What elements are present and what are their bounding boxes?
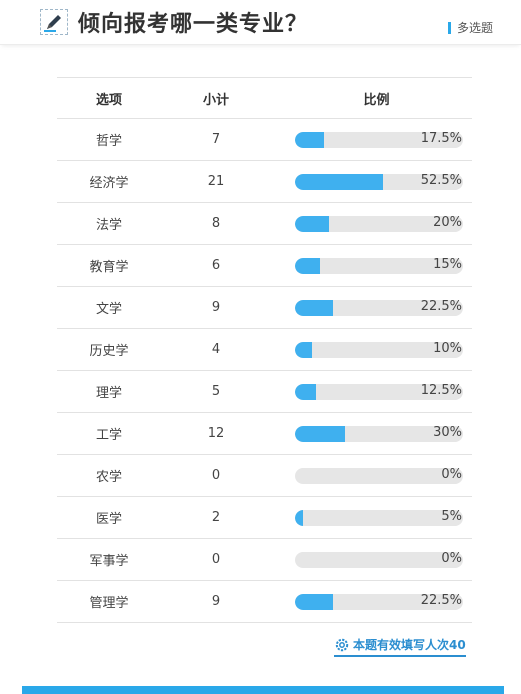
table-row: 哲学 7 17.5%	[57, 119, 472, 161]
ratio-percent: 52.5%	[420, 173, 462, 188]
ratio-percent: 12.5%	[420, 383, 462, 398]
ratio-bar-fill	[295, 300, 333, 316]
ratio-bar-fill	[295, 594, 333, 610]
question-header: 倾向报考哪一类专业？ 多选题	[0, 0, 521, 45]
gear-icon	[334, 637, 350, 653]
column-header-option: 选项	[95, 92, 122, 108]
option-count: 9	[211, 300, 221, 315]
ratio-bar-track	[295, 174, 463, 190]
column-header-ratio: 比例	[363, 92, 390, 108]
option-count: 2	[211, 510, 221, 525]
ratio-bar-fill	[295, 384, 316, 400]
ratio-bar-fill	[295, 174, 384, 190]
option-label: 法学	[95, 218, 122, 233]
ratio-bar-track	[295, 552, 463, 568]
ratio-bar-track	[295, 216, 463, 232]
option-label: 历史学	[89, 344, 129, 359]
ratio-bar-track	[295, 510, 463, 526]
ratio-percent: 0%	[441, 467, 462, 482]
option-count: 12	[207, 426, 225, 441]
ratio-bar-fill	[295, 258, 321, 274]
table-row: 医学 2 5%	[57, 497, 472, 539]
ratio-cell: 20%	[271, 203, 472, 244]
table-row: 教育学 6 15%	[57, 245, 472, 287]
option-label: 医学	[95, 512, 122, 527]
option-label: 经济学	[89, 176, 129, 191]
option-label: 文学	[95, 302, 122, 317]
ratio-cell: 22.5%	[271, 287, 472, 328]
ratio-percent: 22.5%	[420, 593, 462, 608]
pencil-icon	[40, 9, 68, 35]
option-label: 管理学	[89, 596, 129, 611]
ratio-percent: 0%	[441, 551, 462, 566]
ratio-bar-fill	[295, 132, 325, 148]
ratio-percent: 15%	[433, 257, 462, 272]
option-count: 7	[211, 132, 221, 147]
ratio-bar-track	[295, 342, 463, 358]
ratio-bar-track	[295, 384, 463, 400]
ratio-bar-fill	[295, 216, 329, 232]
table-row: 农学 0 0%	[57, 455, 472, 497]
option-count: 8	[211, 216, 221, 231]
table-body: 哲学 7 17.5% 经济学 21 52.5% 法学 8 20% 教育学 6 15% 文学 9 22.5% 历…	[57, 119, 472, 623]
option-count: 9	[211, 594, 221, 609]
ratio-cell: 17.5%	[271, 119, 472, 160]
ratio-cell: 12.5%	[271, 371, 472, 412]
option-label: 军事学	[89, 554, 129, 569]
valid-count-link[interactable]: 本题有效填写人次40	[334, 636, 466, 657]
ratio-percent: 20%	[433, 215, 462, 230]
option-count: 21	[207, 174, 225, 189]
valid-count-label: 本题有效填写人次40	[353, 638, 466, 652]
option-label: 教育学	[89, 260, 129, 275]
option-label: 理学	[95, 386, 122, 401]
table-row: 历史学 4 10%	[57, 329, 472, 371]
table-row: 文学 9 22.5%	[57, 287, 472, 329]
ratio-bar-track	[295, 132, 463, 148]
ratio-cell: 10%	[271, 329, 472, 370]
ratio-percent: 22.5%	[420, 299, 462, 314]
ratio-cell: 5%	[271, 497, 472, 538]
table-row: 法学 8 20%	[57, 203, 472, 245]
table-row: 经济学 21 52.5%	[57, 161, 472, 203]
ratio-cell: 30%	[271, 413, 472, 454]
ratio-bar-track	[295, 468, 463, 484]
ratio-bar-track	[295, 258, 463, 274]
question-title: 倾向报考哪一类专业？	[78, 12, 309, 37]
option-count: 6	[211, 258, 221, 273]
ratio-cell: 0%	[271, 539, 472, 580]
ratio-percent: 30%	[433, 425, 462, 440]
ratio-percent: 17.5%	[420, 131, 462, 146]
ratio-percent: 5%	[441, 509, 462, 524]
table-row: 理学 5 12.5%	[57, 371, 472, 413]
option-count: 0	[211, 468, 221, 483]
ratio-bar-fill	[295, 510, 304, 526]
question-type-badge: 多选题	[447, 22, 493, 34]
option-label: 哲学	[95, 134, 122, 149]
ratio-bar-fill	[295, 342, 312, 358]
table-row: 工学 12 30%	[57, 413, 472, 455]
bottom-accent-bar	[22, 686, 504, 694]
ratio-bar-fill	[295, 426, 346, 442]
column-header-count: 小计	[202, 92, 229, 108]
ratio-bar-track	[295, 594, 463, 610]
ratio-cell: 22.5%	[271, 581, 472, 622]
option-count: 4	[211, 342, 221, 357]
ratio-bar-track	[295, 426, 463, 442]
option-label: 工学	[95, 428, 122, 443]
table-row: 军事学 0 0%	[57, 539, 472, 581]
ratio-bar-track	[295, 300, 463, 316]
results-table: 选项 小计 比例 哲学 7 17.5% 经济学 21 52.5% 法学 8 20% 教育学 6 15%…	[57, 77, 472, 623]
ratio-percent: 10%	[433, 341, 462, 356]
table-row: 管理学 9 22.5%	[57, 581, 472, 623]
option-label: 农学	[95, 470, 122, 485]
ratio-cell: 0%	[271, 455, 472, 496]
ratio-cell: 15%	[271, 245, 472, 286]
table-header: 选项 小计 比例	[57, 77, 472, 119]
option-count: 0	[211, 552, 221, 567]
ratio-cell: 52.5%	[271, 161, 472, 202]
option-count: 5	[211, 384, 221, 399]
